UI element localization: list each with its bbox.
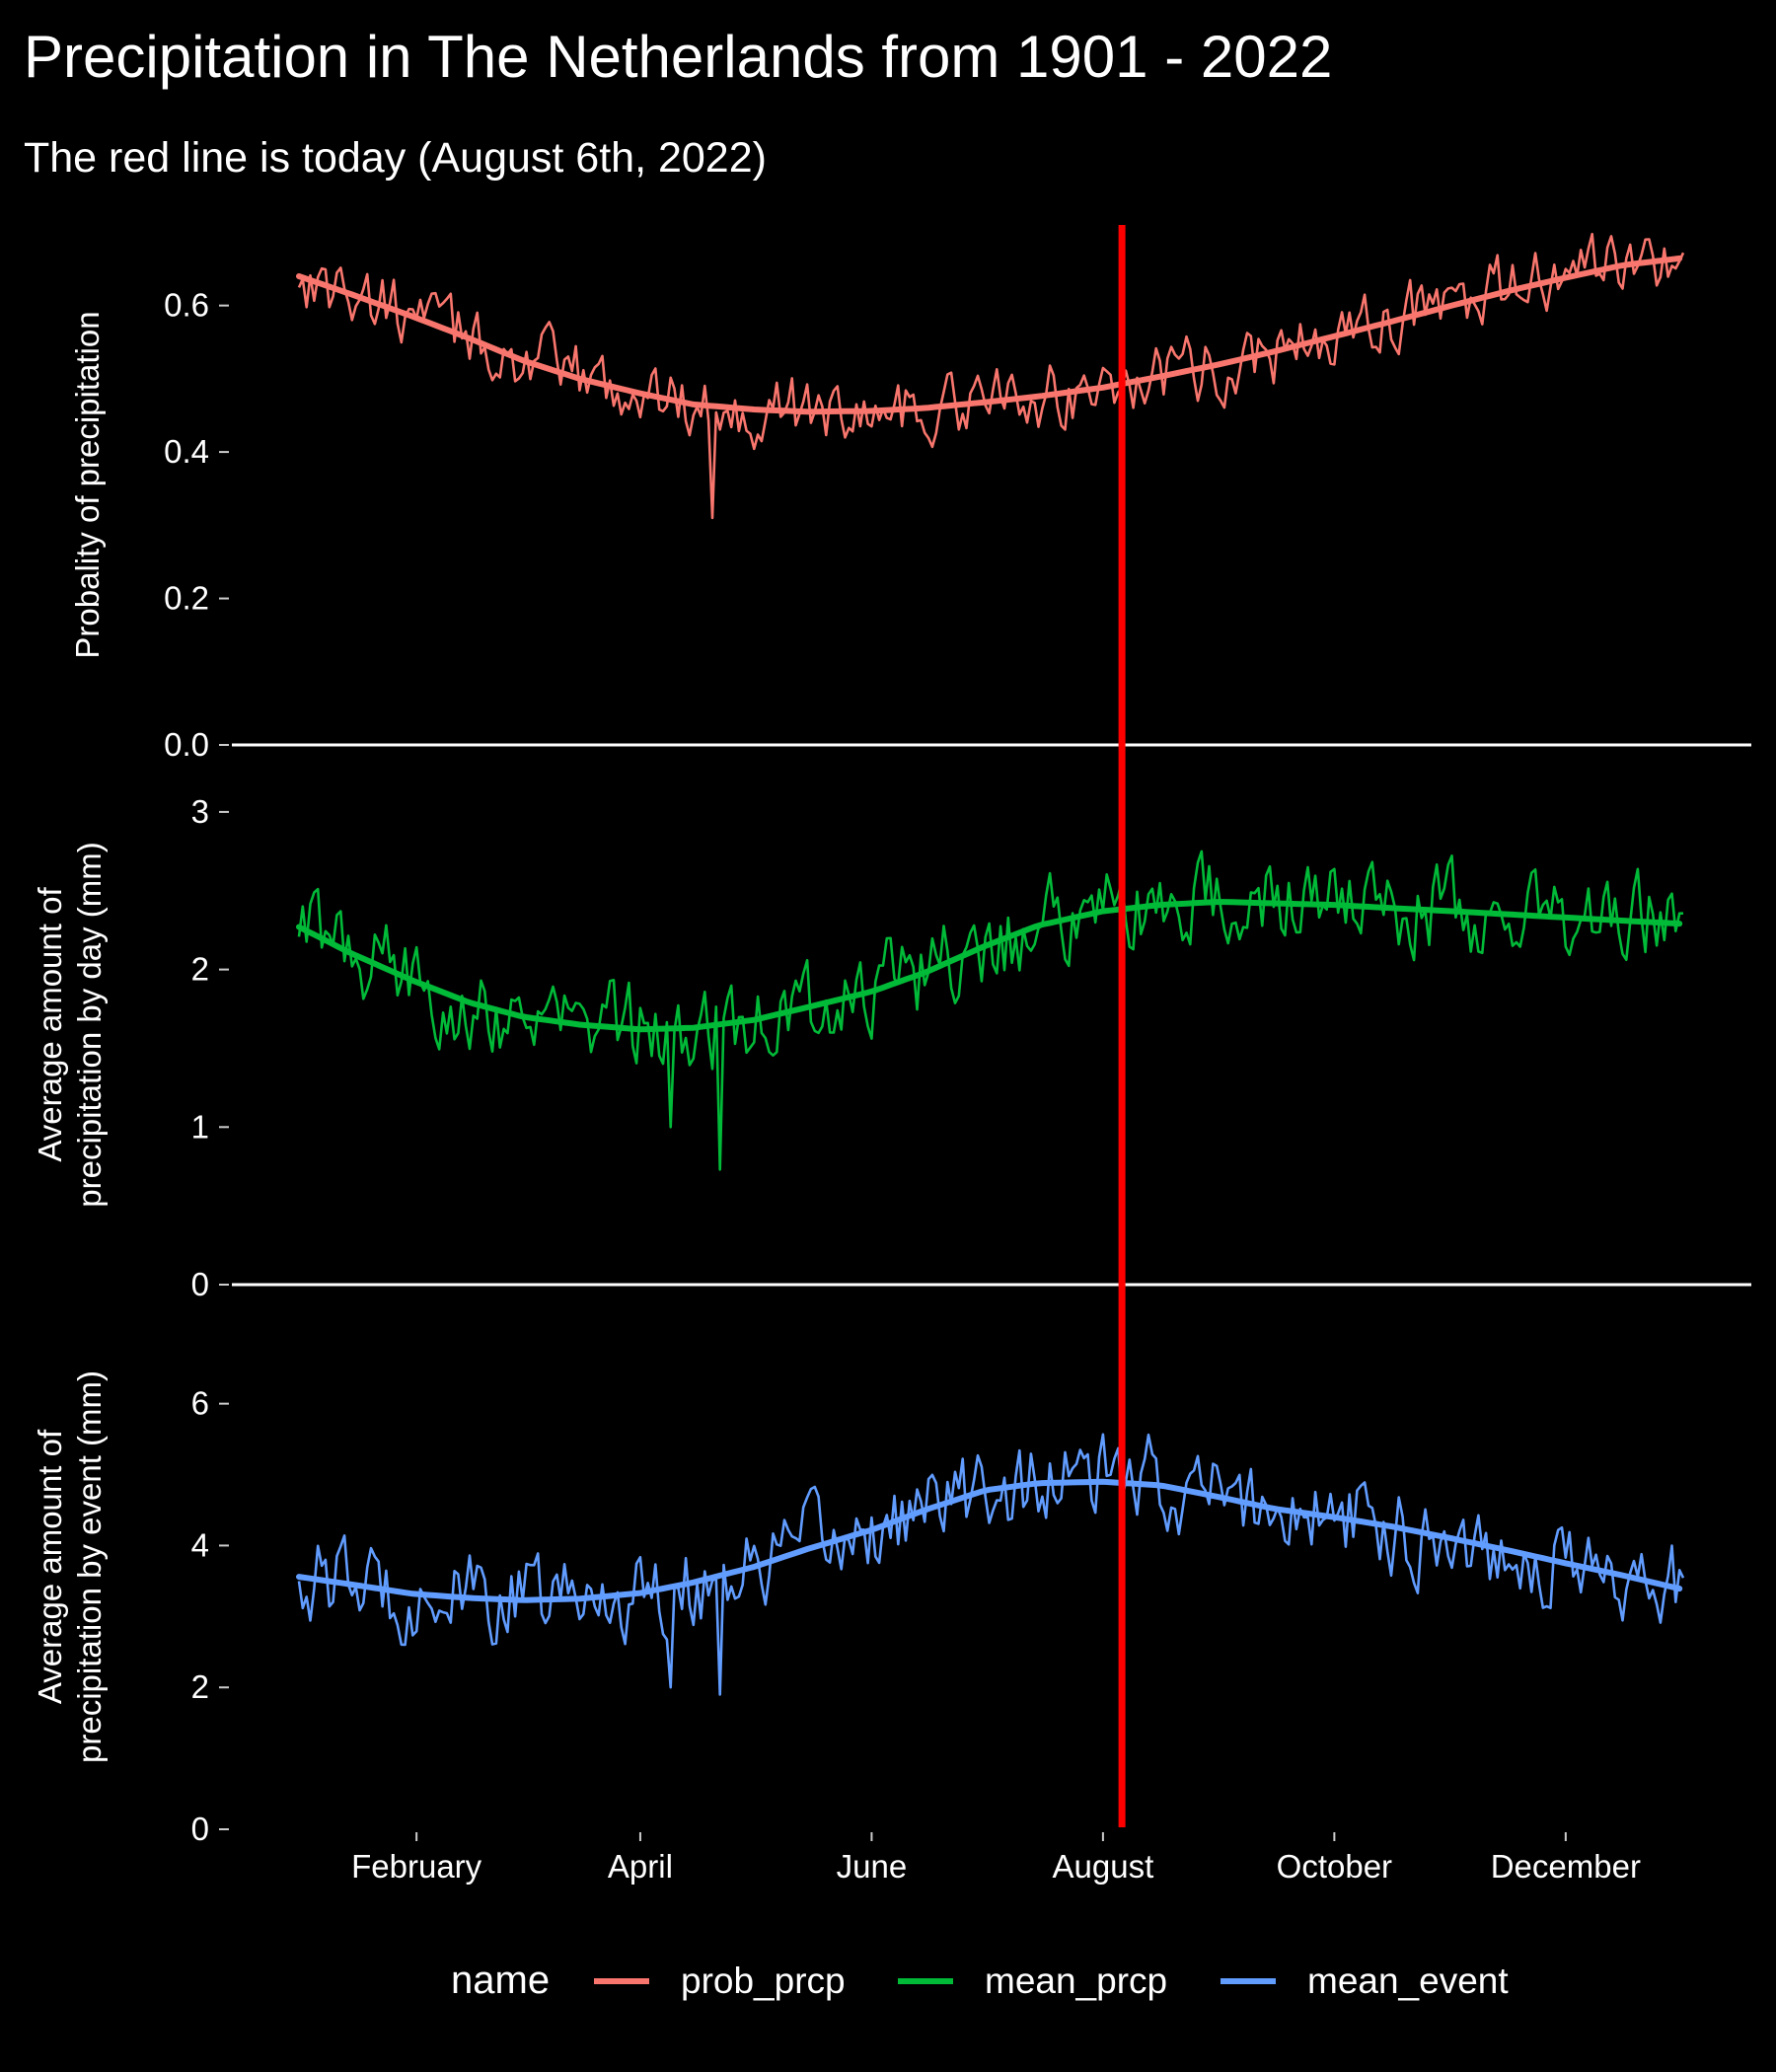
x-axis: February April June August October December bbox=[351, 1832, 1641, 1885]
x-tick-label: June bbox=[837, 1848, 908, 1885]
y-tick-label: 0 bbox=[191, 1811, 209, 1847]
series-mean_event-daily bbox=[297, 1433, 1685, 1696]
series-prob_prcp-smooth bbox=[296, 255, 1683, 415]
legend-title: name bbox=[451, 1959, 550, 2002]
x-tick-label: February bbox=[351, 1848, 482, 1885]
y-tick-label: 6 bbox=[191, 1385, 209, 1422]
panel-mean_prcp-ylabel: precipitation by day (mm) bbox=[71, 842, 108, 1207]
series-mean_event-smooth bbox=[296, 1478, 1683, 1603]
series-mean_prcp-smooth bbox=[296, 899, 1683, 1033]
chart-title: Precipitation in The Netherlands from 19… bbox=[24, 24, 1332, 90]
legend-label-mean_event: mean_event bbox=[1307, 1961, 1509, 2001]
panel-mean_event-ylabel: precipitation by event (mm) bbox=[71, 1370, 108, 1763]
y-tick-label: 0.4 bbox=[164, 433, 209, 470]
y-tick-label: 0.0 bbox=[164, 726, 209, 763]
legend-label-prob_prcp: prob_prcp bbox=[681, 1961, 846, 2001]
panel-prob_prcp: 0.0 0.2 0.4 0.6 Probality of precipitation bbox=[69, 232, 1751, 763]
y-tick-label: 3 bbox=[191, 793, 209, 830]
y-tick-label: 0.2 bbox=[164, 580, 209, 617]
legend: name prob_prcp mean_prcp mean_event bbox=[451, 1959, 1509, 2002]
x-tick-label: April bbox=[608, 1848, 673, 1885]
y-tick-label: 0.6 bbox=[164, 287, 209, 324]
panel-prob_prcp-ylabel: Probality of precipitation bbox=[69, 311, 106, 658]
chart-subtitle: The red line is today (August 6th, 2022) bbox=[24, 134, 767, 182]
y-tick-label: 2 bbox=[191, 1668, 209, 1705]
plot-panels: 0.0 0.2 0.4 0.6 Probality of precipitation 0 1… bbox=[32, 232, 1751, 1847]
y-tick-label: 4 bbox=[191, 1526, 209, 1563]
x-tick-label: August bbox=[1053, 1848, 1154, 1885]
y-tick-label: 0 bbox=[191, 1266, 209, 1302]
panel-mean_event-ylabel: Average amount of bbox=[32, 1429, 68, 1704]
legend-label-mean_prcp: mean_prcp bbox=[985, 1961, 1167, 2001]
panel-mean_event: 0 2 4 6 Average amount of precipitation by ev… bbox=[32, 1370, 1685, 1847]
panel-mean_prcp: 0 1 2 3 Average amount of precipitation by da… bbox=[32, 793, 1751, 1302]
panel-mean_prcp-ylabel: Average amount of bbox=[32, 887, 68, 1162]
x-tick-label: October bbox=[1277, 1848, 1392, 1885]
y-tick-label: 2 bbox=[191, 951, 209, 988]
x-tick-label: December bbox=[1491, 1848, 1641, 1885]
y-tick-label: 1 bbox=[191, 1108, 209, 1145]
